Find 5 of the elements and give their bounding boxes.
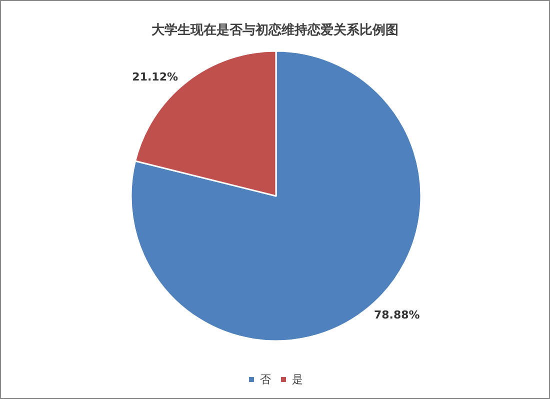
data-label: 78.88% <box>374 308 420 322</box>
legend-label: 是 <box>292 373 303 386</box>
chart-title: 大学生现在是否与初恋维持恋爱关系比例图 <box>152 22 398 38</box>
legend-label: 否 <box>260 373 271 386</box>
data-label: 21.12% <box>132 70 178 84</box>
